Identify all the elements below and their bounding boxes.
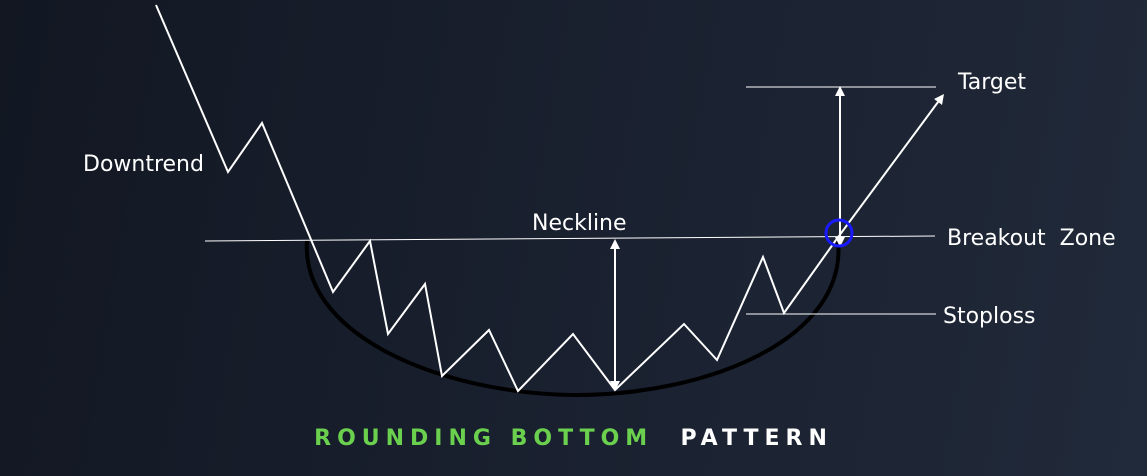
downtrend-label: Downtrend [83, 152, 204, 177]
pattern-title: ROUNDING BOTTOM PATTERN [0, 426, 1147, 451]
neckline-line [204, 235, 936, 242]
target-label: Target [957, 70, 1026, 95]
rounding-bottom-curve [304, 239, 841, 398]
neckline-label: Neckline [532, 211, 627, 236]
breakout-zone-label: Breakout Zone [947, 226, 1116, 251]
pattern-title-part1: ROUNDING BOTTOM [314, 426, 654, 451]
price-path [155, 4, 837, 393]
breakout-marker [824, 218, 854, 248]
breakout-arrow [835, 93, 944, 241]
stoploss-label: Stoploss [943, 304, 1036, 329]
pattern-title-part2: PATTERN [680, 426, 833, 451]
